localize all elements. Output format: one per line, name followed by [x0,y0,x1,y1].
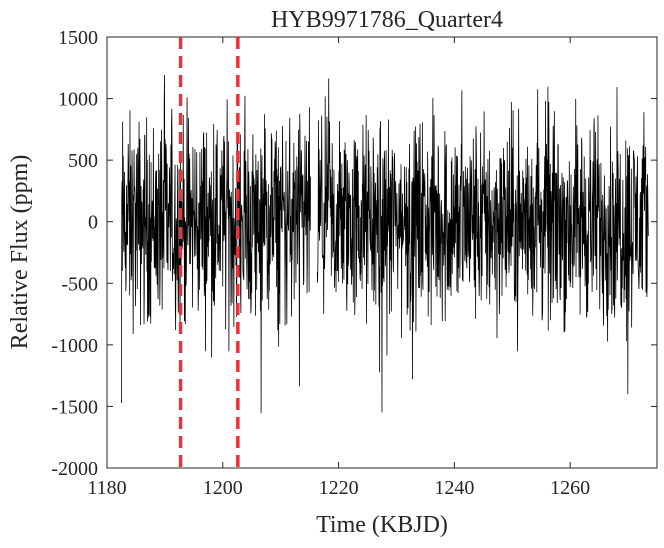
plot-area: 1180 1200 1220 1240 1260 1500 1000 500 0 -500 -10… [51,27,658,499]
y-axis-label: Relative Flux (ppm) [7,155,33,350]
x-tick-label: 1200 [203,477,243,499]
flux-series-line [121,74,649,414]
series-layer [121,74,649,414]
y-tick-label: -2000 [51,458,98,480]
x-tick-label: 1220 [319,477,359,499]
chart-title: HYB9971786_Quarter4 [271,7,503,33]
x-tick-label: 1180 [87,477,126,499]
y-tick-label: 1000 [58,89,98,111]
vline-layer [178,37,240,468]
y-tick-label: -500 [61,273,98,295]
x-tick-label: 1260 [550,477,590,499]
y-tick-label: -1500 [51,396,98,418]
y-axis-ticks: 1500 1000 500 0 -500 -1000 -1500 -2000 [51,27,657,480]
x-axis-ticks: 1180 1200 1220 1240 1260 [87,37,590,499]
y-tick-label: 0 [88,212,98,234]
axes-box [106,36,658,469]
y-tick-label: -1000 [51,335,98,357]
x-axis-label: Time (KBJD) [316,512,448,538]
y-tick-label: 500 [68,150,98,172]
y-tick-label: 1500 [58,27,98,49]
x-tick-label: 1240 [434,477,474,499]
